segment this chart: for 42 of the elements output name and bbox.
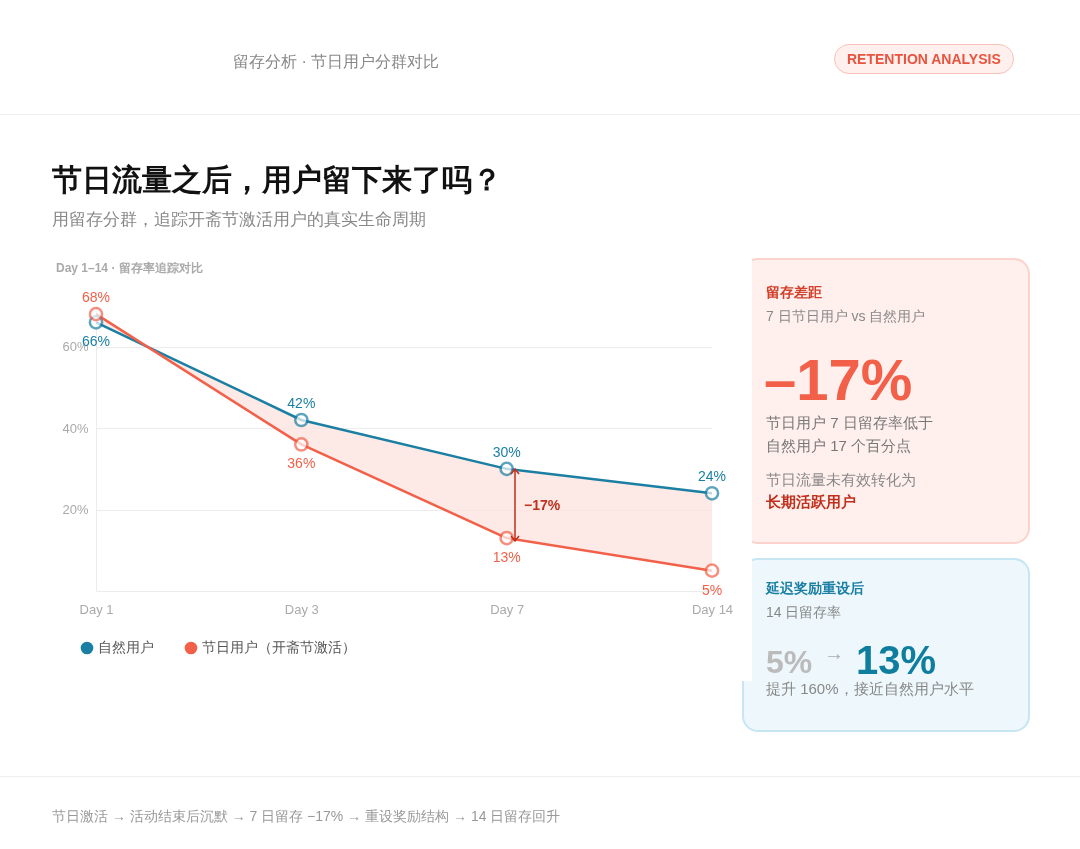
data-label: 13% [492, 549, 521, 566]
text: 长期活跃用户 [766, 493, 856, 512]
point [704, 563, 720, 578]
data-label: 42% [287, 395, 316, 411]
text: 节日用户 7 日留存率低于 [766, 414, 933, 433]
x-tick-label: Day 3 [284, 601, 319, 617]
text: 7 日节日用户 vs 自然用户 [766, 308, 926, 326]
text: 节日流量未有效转化为 [766, 471, 916, 490]
text: 留存差距 [766, 284, 822, 302]
x-tick-label: Day 7 [490, 601, 525, 617]
text: → [824, 642, 844, 665]
text: 13% [856, 638, 937, 682]
y-tick-label: 20% [62, 502, 89, 518]
chart-subtitle: 用留存分群，追踪开斋节激活用户的真实生命周期 [52, 209, 426, 231]
point [293, 412, 309, 428]
legend-label: 自然用户 [98, 639, 154, 655]
legend-label: 节日用户（开斋节激活） [202, 639, 356, 655]
data-label: 5% [701, 581, 723, 598]
data-label: 36% [287, 455, 316, 472]
text: 14 日留存率 [766, 604, 842, 622]
point [704, 485, 720, 501]
point [293, 437, 309, 452]
text: RETENTION ANALYSIS [834, 44, 1014, 74]
data-label: 30% [492, 443, 521, 460]
data-label: 24% [697, 468, 727, 485]
chart-title: 节日流量之后，用户留下来了吗？ [52, 162, 502, 198]
text: 留存分析 · 节日用户分群对比 [233, 52, 440, 72]
text: 5% [766, 644, 813, 681]
x-tick-label: Day 1 [79, 601, 114, 617]
text: 自然用户 17 个百分点 [766, 437, 912, 456]
x-tick-label: Day 14 [691, 601, 734, 617]
point [499, 461, 515, 477]
point [499, 530, 515, 546]
data-label: 68% [81, 289, 111, 306]
point [88, 306, 104, 322]
annotation: −17% [524, 497, 561, 513]
text: 延迟奖励重设后 [766, 580, 864, 598]
text: 提升 160%，接近自然用户水平 [766, 680, 974, 699]
y-tick-label: 40% [62, 420, 89, 436]
text: 节日激活 → 活动结束后沉默 → 7 日留存 −17% → 重设奖励结构 → 14 日留存回升 [52, 808, 561, 826]
text: Day 1–14 · 留存率追踪对比 [56, 260, 203, 277]
text: –17% [764, 346, 913, 413]
